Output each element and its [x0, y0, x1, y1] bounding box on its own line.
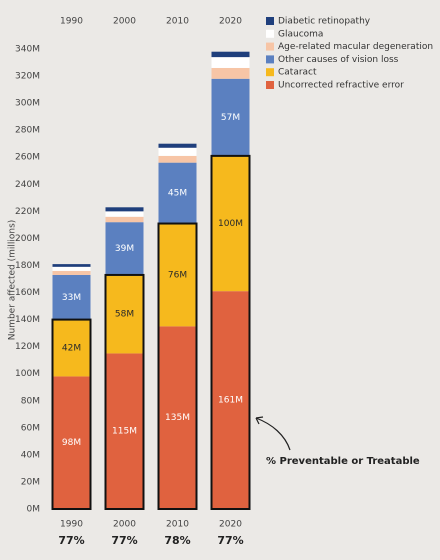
legend-label: Glaucoma — [278, 29, 323, 39]
value-label: 33M — [62, 293, 81, 303]
bar-segment — [105, 211, 144, 217]
value-label: 76M — [168, 270, 187, 280]
legend-label: Age-related macular degeneration — [278, 42, 433, 52]
x-tick-label: 2020 — [219, 520, 242, 530]
legend-swatch — [266, 55, 274, 64]
annotation: % Preventable or Treatable — [266, 456, 420, 467]
y-tick-label: 80M — [21, 396, 40, 406]
bar-segment — [211, 51, 250, 58]
value-label: 161M — [218, 396, 243, 406]
y-tick-label: 100M — [15, 369, 40, 379]
bar-segment — [158, 223, 197, 327]
bar-segment — [105, 222, 144, 275]
bar-segment — [52, 270, 91, 275]
bar-segment — [52, 264, 91, 267]
y-tick-label: 140M — [15, 315, 40, 325]
bar-segment — [105, 216, 144, 223]
x-tick-label-top: 1990 — [60, 17, 83, 27]
value-label: 135M — [165, 413, 190, 423]
x-tick-label-top: 2000 — [113, 17, 136, 27]
y-tick-label: 320M — [15, 72, 40, 82]
preventable-outline — [157, 222, 198, 510]
bar-segment — [52, 376, 91, 509]
value-label: 100M — [218, 219, 243, 229]
y-tick-label: 60M — [21, 423, 40, 433]
y-tick-label: 200M — [15, 234, 40, 244]
bar-segment — [158, 162, 197, 224]
bar-segment — [158, 143, 197, 148]
value-label: 98M — [62, 438, 81, 448]
legend-label: Uncorrected refractive error — [278, 81, 404, 91]
x-tick-label: 1990 — [60, 520, 83, 530]
legend-swatch — [266, 42, 274, 51]
bar-segment — [158, 147, 197, 156]
preventable-outline — [104, 273, 145, 510]
bar-segment — [52, 266, 91, 271]
y-tick-label: 120M — [15, 342, 40, 352]
preventable-label: 78% — [164, 534, 190, 547]
x-tick-label: 2010 — [166, 520, 189, 530]
y-tick-label: 300M — [15, 99, 40, 109]
value-label: 57M — [221, 113, 240, 123]
bar-segment — [211, 67, 250, 79]
bar-segment — [52, 274, 91, 320]
value-label: 42M — [62, 344, 81, 354]
bar-segment — [211, 57, 250, 68]
bar-segment — [211, 155, 250, 292]
bar-segment — [105, 207, 144, 212]
legend-swatch — [266, 17, 274, 25]
preventable-label: 77% — [58, 534, 84, 547]
preventable-label: 77% — [111, 534, 137, 547]
preventable-label: 77% — [217, 534, 243, 547]
value-label: 39M — [115, 244, 134, 254]
legend-label: Other causes of vision loss — [278, 55, 399, 65]
preventable-outline — [210, 154, 251, 510]
value-label: 58M — [115, 310, 134, 320]
y-tick-label: 160M — [15, 288, 40, 298]
y-tick-label: 340M — [15, 45, 40, 55]
y-tick-label: 220M — [15, 207, 40, 217]
y-tick-label: 240M — [15, 180, 40, 190]
legend-swatch — [266, 68, 274, 77]
bar-segment — [52, 319, 91, 377]
legend-swatch — [266, 81, 274, 89]
annotation-arrow — [255, 417, 291, 451]
y-tick-label: 40M — [21, 450, 40, 460]
legend-swatch — [266, 29, 274, 38]
legend-label: Cataract — [278, 68, 317, 78]
y-tick-label: 260M — [15, 153, 40, 163]
value-label: 115M — [112, 427, 137, 437]
y-tick-label: 0M — [27, 505, 41, 515]
y-tick-label: 20M — [21, 477, 40, 487]
x-tick-label-top: 2010 — [166, 17, 189, 27]
preventable-outline — [51, 318, 92, 510]
bar-segment — [158, 155, 197, 163]
legend-label: Diabetic retinopathy — [278, 17, 371, 27]
bar-segment — [211, 291, 250, 509]
x-tick-label-top: 2020 — [219, 17, 242, 27]
arrow-head — [255, 416, 264, 425]
bar-segment — [211, 78, 250, 156]
x-tick-label: 2000 — [113, 520, 136, 530]
bar-segment — [105, 274, 144, 354]
bar-segment — [105, 353, 144, 509]
y-tick-label: 180M — [15, 261, 40, 271]
value-label: 45M — [168, 189, 187, 199]
bar-segment — [158, 326, 197, 509]
y-axis-label: Number affected (millions) — [8, 220, 18, 341]
y-tick-label: 280M — [15, 126, 40, 136]
